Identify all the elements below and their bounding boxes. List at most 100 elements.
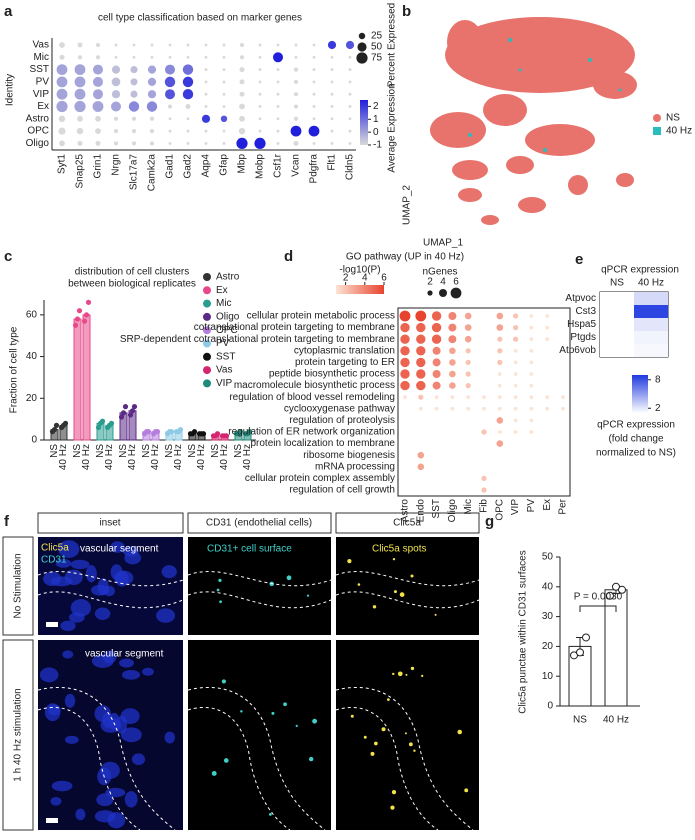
- puncta: [392, 557, 396, 561]
- legend-marker: [203, 286, 211, 295]
- dot: [222, 105, 226, 108]
- dot: [449, 359, 456, 366]
- legend-title: Percent Expressed: [387, 3, 398, 88]
- dot: [222, 80, 226, 84]
- puncta: [312, 718, 318, 724]
- puncta: [397, 671, 403, 677]
- dot: [432, 358, 441, 367]
- nucleus: [70, 559, 90, 570]
- puncta: [363, 735, 367, 739]
- colorbar-label: 2: [655, 403, 661, 414]
- dot: [513, 406, 518, 411]
- point: [154, 429, 161, 435]
- dot: [403, 395, 407, 400]
- dot: [513, 395, 518, 400]
- dot: [204, 92, 208, 96]
- dot: [92, 89, 104, 100]
- dot: [293, 104, 299, 109]
- dot: [293, 116, 299, 121]
- point: [76, 308, 83, 314]
- heatmap-cell: [634, 292, 668, 305]
- dot: [258, 80, 262, 84]
- dot: [497, 372, 502, 376]
- dot: [416, 369, 426, 379]
- legend-marker: [203, 379, 211, 388]
- column-header: inset: [99, 518, 120, 529]
- dot: [164, 76, 176, 88]
- dot: [431, 334, 442, 344]
- dot: [239, 79, 245, 85]
- point: [191, 429, 198, 435]
- point: [122, 404, 129, 410]
- puncta: [405, 673, 408, 676]
- dot: [330, 129, 334, 133]
- dot: [308, 125, 320, 137]
- colorbar-label: 2: [343, 273, 349, 284]
- column-label: Camk2a: [147, 154, 158, 192]
- puncta: [372, 605, 377, 609]
- dot: [496, 324, 504, 331]
- nucleus: [161, 565, 177, 579]
- colorbar: [632, 375, 648, 413]
- row-label: Oligo: [26, 138, 50, 149]
- dot: [312, 105, 316, 108]
- dot: [222, 141, 226, 145]
- legend-marker: [203, 366, 211, 375]
- vessel-edge: [335, 571, 480, 587]
- legend-label: 40 Hz: [666, 126, 692, 137]
- puncta: [387, 698, 390, 702]
- dot: [417, 451, 425, 459]
- dot: [497, 430, 502, 434]
- bar: [73, 318, 82, 441]
- vessel-edge: [37, 591, 184, 609]
- vessel-edge: [37, 706, 141, 831]
- dot: [74, 88, 86, 100]
- x-tick-label: 40 Hz: [127, 444, 138, 470]
- cluster: [593, 71, 637, 99]
- dot: [482, 406, 486, 411]
- panel-letter: e: [575, 251, 583, 268]
- dot: [254, 137, 266, 149]
- dot: [258, 117, 262, 121]
- umap-specks: [468, 38, 622, 152]
- image: [336, 640, 479, 830]
- panel-title: distribution of cell clusters: [75, 267, 190, 278]
- row-label: PV: [36, 77, 50, 88]
- nucleus: [120, 708, 140, 725]
- point: [223, 433, 230, 439]
- heatmap-cell: [600, 331, 634, 344]
- x-tick-label: NS: [573, 715, 587, 726]
- dot: [74, 100, 86, 113]
- dot: [434, 395, 439, 400]
- dot: [416, 322, 426, 333]
- axis-title: Clic5a punctae within CD31 surfaces: [518, 550, 529, 713]
- dot: [312, 117, 316, 121]
- dot: [186, 55, 190, 59]
- nucleus: [60, 620, 76, 631]
- bar: [82, 314, 91, 441]
- dot: [529, 325, 534, 330]
- vessel-edge: [187, 686, 326, 831]
- dot: [432, 381, 441, 390]
- row-label: Cst3: [575, 306, 596, 317]
- nucleus: [50, 796, 62, 806]
- x-tick-label: 40 Hz: [173, 444, 184, 470]
- puncta: [410, 574, 414, 578]
- dot: [77, 115, 83, 122]
- column-label: Ex: [542, 499, 553, 511]
- dot: [186, 117, 190, 121]
- row-label: regulation of ER network organization: [228, 427, 395, 438]
- annotation: Clic5a spots: [372, 544, 426, 555]
- dot: [150, 55, 154, 59]
- nucleus: [114, 570, 134, 586]
- speck: [468, 133, 472, 137]
- nucleus: [100, 761, 120, 779]
- column-label: OPC: [494, 499, 505, 521]
- panel-letter: f: [4, 513, 10, 530]
- dot: [204, 43, 208, 47]
- annotation: P = 0.0030: [574, 592, 623, 603]
- legend-marker: [203, 339, 211, 348]
- column-label: Per: [558, 498, 569, 514]
- x-tick-label: 40 Hz: [104, 444, 115, 470]
- x-tick-label: 40 Hz: [58, 444, 69, 470]
